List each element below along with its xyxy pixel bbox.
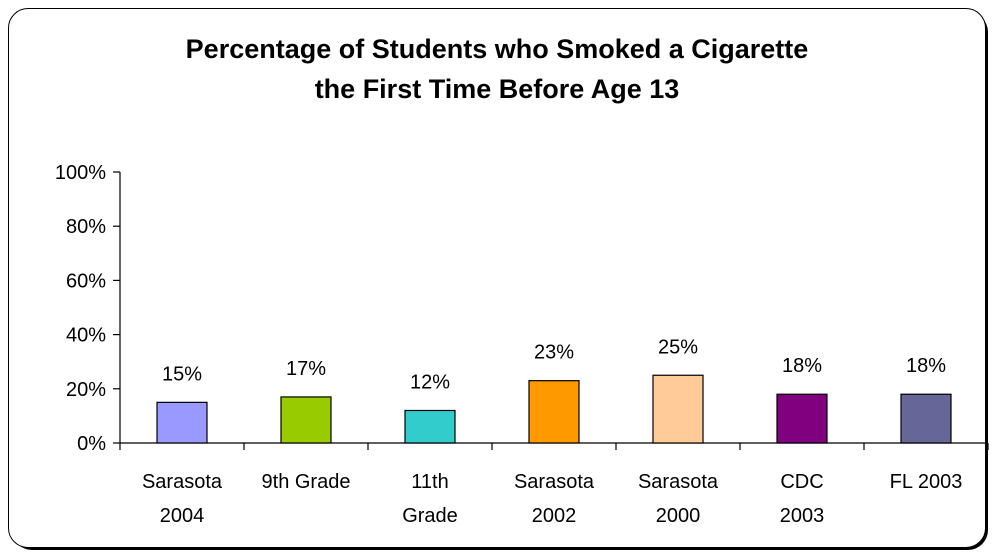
x-category-label: 11th xyxy=(411,471,448,493)
y-tick-label: 80% xyxy=(66,216,106,238)
bar-data-label: 18% xyxy=(782,355,822,377)
x-category-label: 2000 xyxy=(656,505,701,527)
x-category-label: 2003 xyxy=(780,505,825,527)
y-tick-label: 100% xyxy=(55,162,106,184)
bar-data-label: 12% xyxy=(410,371,450,393)
x-category-label: CDC xyxy=(780,471,823,493)
bar-data-label: 18% xyxy=(906,355,946,377)
chart-bars xyxy=(156,374,952,444)
x-category-label: 2002 xyxy=(532,505,577,527)
bar-data-label: 17% xyxy=(286,358,326,380)
x-category-label: Sarasota xyxy=(514,471,595,493)
bar xyxy=(652,374,704,444)
x-category-label: 9th Grade xyxy=(262,471,351,493)
chart-title-line-1: Percentage of Students who Smoked a Ciga… xyxy=(186,34,809,64)
x-category-label: FL 2003 xyxy=(890,471,963,493)
chart-category-labels: Sarasota 2004 9th Grade 11th Grade Sarasota 20… xyxy=(142,471,962,527)
chart-data-labels: 15% 17% 12% 23% 25% 18% 18% xyxy=(162,336,946,393)
bar-data-label: 15% xyxy=(162,363,202,385)
bar-data-label: 25% xyxy=(658,336,698,358)
chart-axes: 0% 20% 40% 60% 80% 100% xyxy=(55,162,989,455)
x-category-label: 2004 xyxy=(160,505,205,527)
bar xyxy=(404,409,456,444)
bar xyxy=(528,380,580,444)
chart-frame xyxy=(8,8,986,548)
x-category-label: Sarasota xyxy=(142,471,223,493)
bar-data-label: 23% xyxy=(534,342,574,364)
bar xyxy=(156,401,208,444)
chart-title: Percentage of Students who Smoked a Ciga… xyxy=(186,34,809,104)
x-category-label: Sarasota xyxy=(638,471,719,493)
y-tick-label: 20% xyxy=(66,379,106,401)
bar xyxy=(900,393,952,444)
y-tick-label: 60% xyxy=(66,270,106,292)
y-tick-label: 0% xyxy=(77,433,106,455)
x-category-label: Grade xyxy=(402,505,458,527)
chart-title-line-2: the First Time Before Age 13 xyxy=(315,74,680,104)
bar xyxy=(776,393,828,444)
bar xyxy=(280,396,332,444)
y-tick-label: 40% xyxy=(66,325,106,347)
